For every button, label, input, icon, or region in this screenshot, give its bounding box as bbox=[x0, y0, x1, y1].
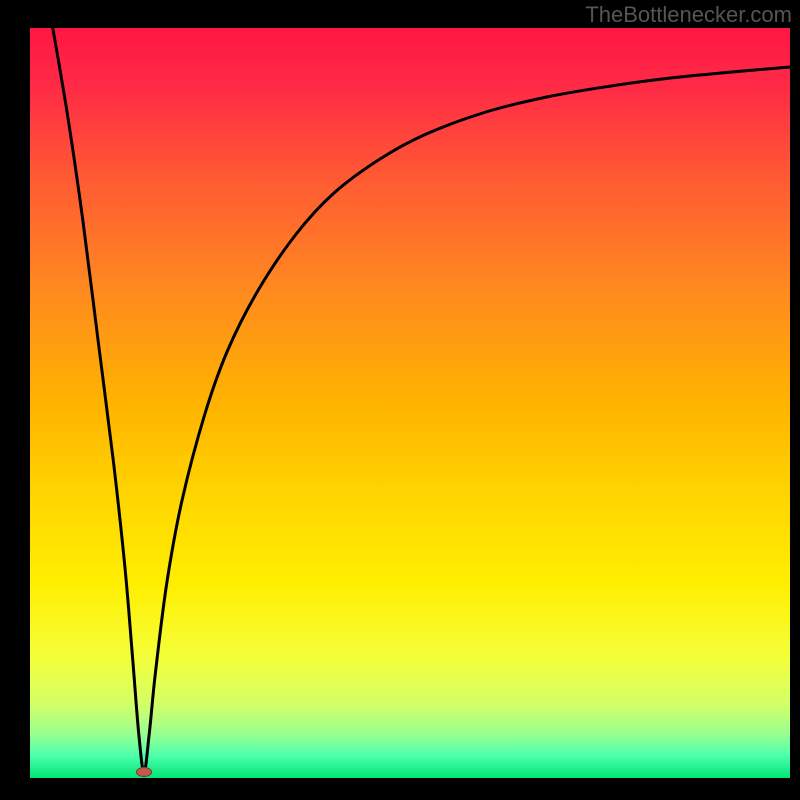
chart-container: TheBottlenecker.com bbox=[0, 0, 800, 800]
watermark-text: TheBottlenecker.com bbox=[585, 2, 792, 28]
curve-layer bbox=[30, 28, 790, 778]
bottleneck-curve bbox=[53, 28, 790, 772]
plot-area bbox=[30, 28, 790, 778]
